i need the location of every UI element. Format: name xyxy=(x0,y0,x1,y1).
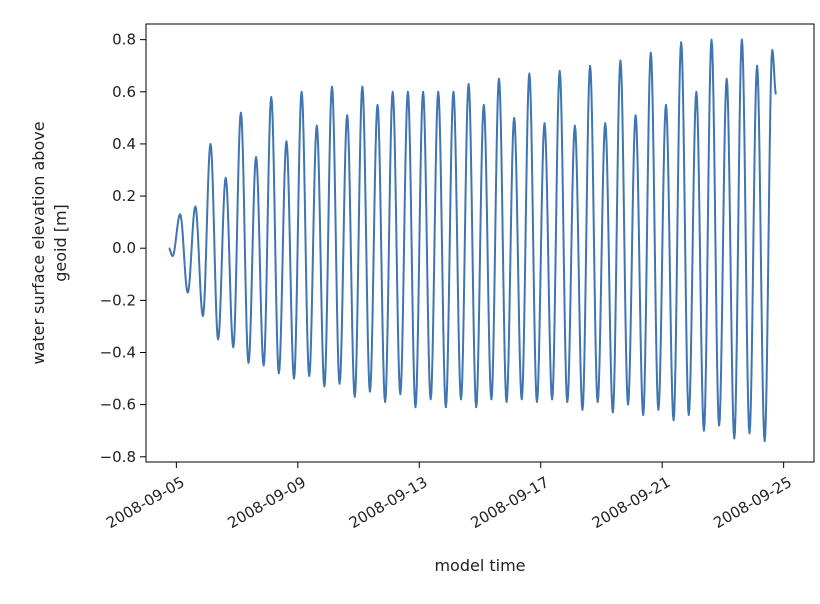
x-tick-label: 2008-09-17 xyxy=(467,473,552,532)
y-tick-label: −0.6 xyxy=(100,396,136,414)
y-axis: 0.8 0.6 0.4 0.2 0.0 −0.2 −0.4 −0.6 −0.8 xyxy=(100,31,146,466)
y-tick-label: −0.2 xyxy=(100,291,136,309)
x-tick-label: 2008-09-09 xyxy=(225,473,310,532)
x-tick-label: 2008-09-13 xyxy=(346,473,431,532)
x-tick-label: 2008-09-25 xyxy=(710,473,795,532)
x-axis-label: model time xyxy=(434,556,525,575)
series-line-water-elevation xyxy=(168,38,777,443)
y-tick-label: 0.4 xyxy=(112,135,136,153)
x-tick-label: 2008-09-05 xyxy=(103,473,188,532)
plot-frame xyxy=(145,23,815,463)
y-tick-label: 0.0 xyxy=(112,239,136,257)
y-axis-label-line-1: water surface elevation above xyxy=(29,121,48,364)
y-axis-label-line-2: geoid [m] xyxy=(51,204,70,282)
y-tick-label: 0.8 xyxy=(112,31,136,49)
x-tick-label: 2008-09-21 xyxy=(589,473,674,532)
y-tick-label: 0.6 xyxy=(112,83,136,101)
plot-area xyxy=(145,23,815,463)
y-tick-label: 0.2 xyxy=(112,187,136,205)
x-axis: 2008-09-05 2008-09-09 2008-09-13 2008-09-17… xyxy=(103,462,795,532)
y-tick-label: −0.8 xyxy=(100,448,136,466)
y-tick-label: −0.4 xyxy=(100,344,136,362)
